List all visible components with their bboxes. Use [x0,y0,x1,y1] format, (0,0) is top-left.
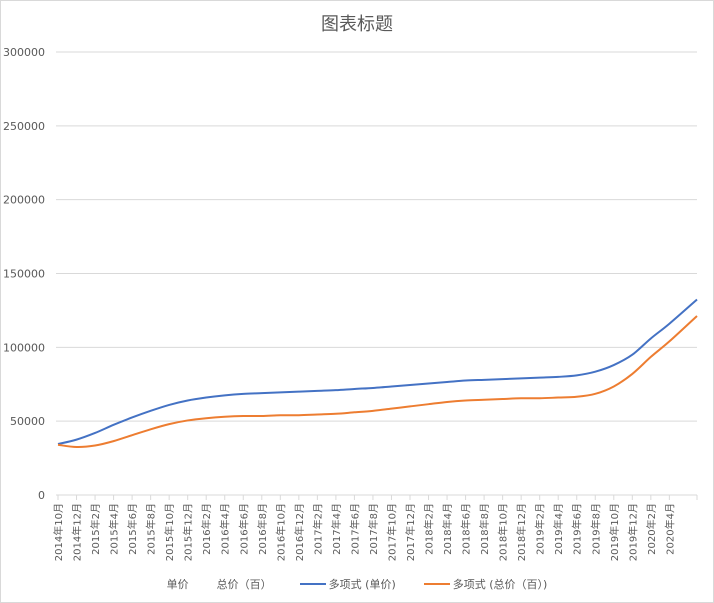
x-tick-label: 2015年12月 [182,503,195,561]
legend-item-total-price[interactable]: 总价（百） [217,576,272,592]
x-tick-label: 2017年2月 [311,503,324,555]
x-tick-label: 2016年6月 [237,503,250,555]
y-axis-labels: 0 50000 100000 150000 200000 250000 300000 [3,46,45,502]
x-tick-label: 2018年8月 [478,503,491,555]
x-tick-label: 2016年12月 [293,503,306,561]
x-tick-label: 2016年2月 [200,503,213,555]
chart-title: 图表标题 [321,14,393,35]
legend-label: 多项式 (总价（百）) [452,578,548,591]
legend-line-swatch-icon [423,583,450,585]
x-tick-label: 2016年10月 [274,503,287,561]
legend: 单价 总价（百） 多项式 (单价) 多项式 (总价（百）) [0,576,714,592]
x-tick-label: 2016年8月 [256,503,269,555]
y-tick-label: 250000 [3,120,45,133]
gridlines [56,51,697,422]
x-tick-label: 2015年6月 [126,503,139,555]
x-tick-label: 2017年12月 [404,503,417,561]
y-tick-label: 200000 [3,194,45,207]
legend-item-unit-price[interactable]: 单价 [167,576,189,592]
y-tick-label: 300000 [3,46,45,59]
x-tick-label: 2018年2月 [423,503,436,555]
x-tick-label: 2018年4月 [441,503,454,555]
legend-label: 总价（百） [216,578,272,591]
legend-label: 单价 [166,578,189,591]
series-lines [57,298,698,449]
x-tick-label: 2019年8月 [589,503,602,555]
x-tick-label: 2019年12月 [626,503,639,561]
trendline-series[interactable] [57,315,698,449]
trendline-series[interactable] [57,298,698,446]
x-tick-label: 2016年4月 [219,503,232,555]
x-tick-label: 2017年10月 [385,503,398,561]
x-tick-label: 2019年2月 [534,503,547,555]
x-tick-label: 2018年12月 [515,503,528,561]
legend-line-swatch-icon [299,583,326,585]
y-tick-label: 150000 [3,268,45,281]
x-tick-label: 2015年10月 [163,503,176,561]
x-tick-label: 2019年10月 [608,503,621,561]
x-tick-label: 2019年6月 [571,503,584,555]
x-tick-label: 2018年6月 [460,503,473,555]
x-tick-label: 2018年10月 [497,503,510,561]
legend-label: 多项式 (单价) [328,578,396,591]
y-tick-label: 100000 [3,341,45,354]
x-tick-label: 2017年6月 [348,503,361,555]
legend-item-poly-total-price[interactable]: 多项式 (总价（百）) [423,576,548,592]
x-tick-label: 2019年4月 [552,503,565,555]
y-tick-label: 0 [38,489,45,502]
y-tick-label: 50000 [10,415,45,428]
legend-item-poly-unit-price[interactable]: 多项式 (单价) [299,576,396,592]
x-tick-label: 2014年12月 [71,503,84,561]
x-tick-label: 2015年4月 [108,503,121,555]
x-tick-label: 2017年4月 [330,503,343,555]
x-tick-label: 2015年2月 [89,503,102,555]
x-tick-label: 2020年4月 [663,503,676,555]
x-tick-label: 2020年2月 [645,503,658,555]
x-tick-label: 2017年8月 [367,503,380,555]
x-tick-label: 2014年10月 [52,503,65,561]
x-tick-label: 2015年8月 [145,503,158,555]
x-axis: 2014年10月 2014年12月 2015年2月 2015年4月 2015年6月 201… [52,494,698,561]
